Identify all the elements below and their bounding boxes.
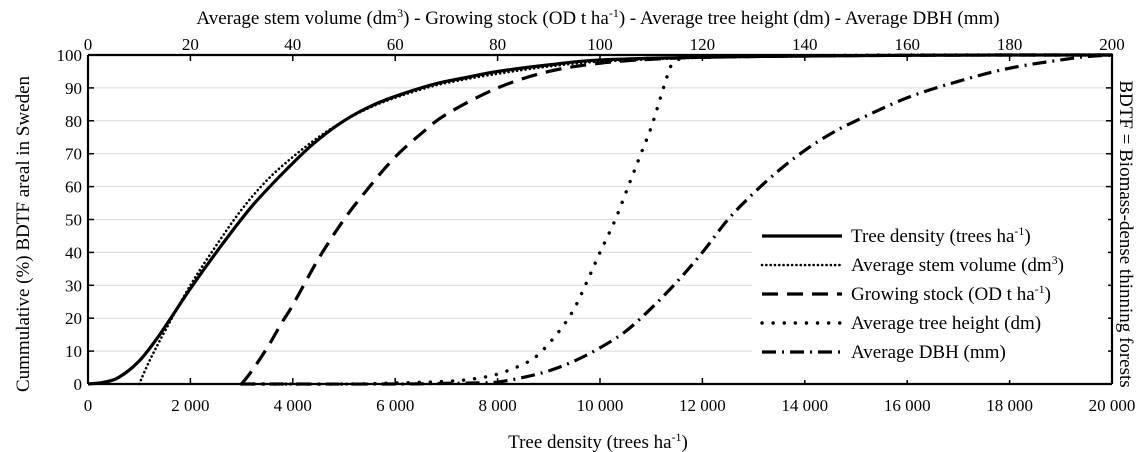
- x-top-tick-label: 180: [997, 35, 1023, 54]
- y-tick-label: 80: [65, 112, 82, 131]
- x-bottom-tick-label: 4 000: [274, 396, 312, 415]
- x-top-tick-label: 200: [1099, 35, 1125, 54]
- y-tick-label: 50: [65, 211, 82, 230]
- series-average-dbh: [241, 53, 1113, 386]
- y-tick-label: 10: [65, 342, 82, 361]
- x-top-tick-label: 40: [284, 35, 301, 54]
- legend-item-average-dbh: Average DBH (mm): [851, 342, 1006, 363]
- x-top-tick-label: 0: [84, 35, 93, 54]
- x-bottom-tick-label: 18 000: [986, 396, 1033, 415]
- x-top-tick-label: 20: [182, 35, 199, 54]
- x-top-tick-label: 140: [792, 35, 818, 54]
- y-left-axis-title: Cummulative (%) BDTF areal in Sweden: [13, 75, 34, 392]
- grid-lines: [88, 87, 1112, 352]
- x-bottom-tick-label: 16 000: [884, 396, 931, 415]
- y-tick-label: 40: [65, 243, 82, 262]
- y-tick-label: 0: [74, 375, 83, 394]
- x-bottom-axis-title: Tree density (trees ha-1): [508, 430, 688, 452]
- x-bottom-tick-label: 2 000: [171, 396, 209, 415]
- y-tick-label: 100: [57, 46, 83, 65]
- y-right-axis-title: BDTF = Biomass-dense thinning forests: [1115, 80, 1136, 387]
- x-top-tick-label: 80: [489, 35, 506, 54]
- y-tick-label: 90: [65, 79, 82, 98]
- x-bottom-tick-label: 14 000: [781, 396, 828, 415]
- x-bottom-tick-label: 6 000: [376, 396, 414, 415]
- y-tick-label: 20: [65, 309, 82, 328]
- x-top-tick-label: 160: [894, 35, 920, 54]
- x-bottom-tick-label: 12 000: [679, 396, 726, 415]
- x-top-tick-label: 100: [587, 35, 613, 54]
- y-tick-label: 30: [65, 276, 82, 295]
- x-top-tick-label: 120: [690, 35, 716, 54]
- x-bottom-tick-label: 8 000: [478, 396, 516, 415]
- tick-marks-and-labels: 0 2 000 4 000 6 000 8 000 10 000 12 000 14 000 1…: [57, 35, 1136, 415]
- y-tick-label: 70: [65, 145, 82, 164]
- legend-item-growing-stock: Growing stock (OD t ha-1): [851, 282, 1051, 305]
- legend-item-average-tree-height: Average tree height (dm): [851, 313, 1041, 334]
- y-tick-label: 60: [65, 178, 82, 197]
- legend-item-average-stem-volume: Average stem volume (dm3): [851, 253, 1064, 276]
- legend-item-tree-density: Tree density (trees ha-1): [851, 224, 1031, 247]
- legend: Tree density (trees ha-1) Average stem vo…: [752, 218, 1108, 380]
- x-top-axis-title: Average stem volume (dm3) - Growing stoc…: [196, 6, 999, 29]
- x-bottom-tick-label: 10 000: [577, 396, 624, 415]
- x-bottom-tick-label: 0: [84, 396, 93, 415]
- x-bottom-tick-label: 20 000: [1089, 396, 1136, 415]
- x-top-tick-label: 60: [387, 35, 404, 54]
